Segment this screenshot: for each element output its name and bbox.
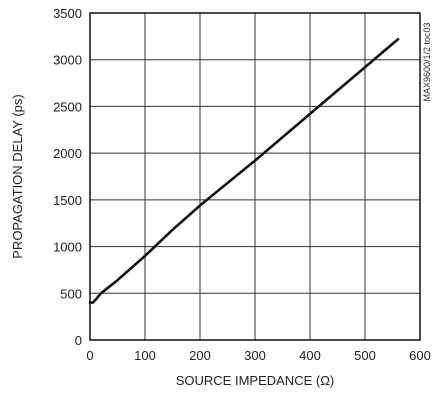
y-tick-label: 3500 <box>53 6 82 21</box>
y-tick-labels: 0 500 1000 1500 2000 2500 3000 3500 <box>53 6 82 348</box>
plot-frame <box>89 12 421 341</box>
x-tick-label: 200 <box>189 348 211 363</box>
y-tick-label: 1500 <box>53 193 82 208</box>
series-line <box>88 37 400 304</box>
x-axis-label: SOURCE IMPEDANCE (Ω) <box>176 373 335 388</box>
x-tick-label: 600 <box>409 348 431 363</box>
y-tick-label: 2000 <box>53 146 82 161</box>
grid-lines <box>90 13 420 340</box>
x-tick-labels: 0 100 200 300 400 500 600 <box>86 348 430 363</box>
y-tick-label: 0 <box>75 333 82 348</box>
x-tick-label: 400 <box>299 348 321 363</box>
y-tick-label: 1000 <box>53 240 82 255</box>
x-tick-label: 100 <box>134 348 156 363</box>
y-tick-label: 2500 <box>53 99 82 114</box>
x-tick-label: 0 <box>86 348 93 363</box>
figure-code: MAX9600/1/2 toc03 <box>422 22 432 101</box>
y-tick-label: 3000 <box>53 53 82 68</box>
y-axis-label: PROPAGATION DELAY (ps) <box>10 94 25 258</box>
y-tick-label: 500 <box>60 286 82 301</box>
x-tick-label: 500 <box>354 348 376 363</box>
x-tick-label: 300 <box>244 348 266 363</box>
